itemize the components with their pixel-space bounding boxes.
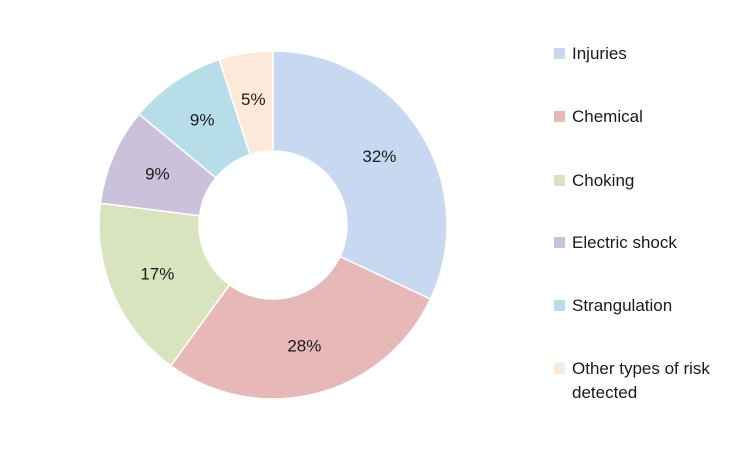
legend-item-electric-shock: Electric shock: [554, 231, 737, 255]
slice-choking: [98, 202, 231, 367]
slice-label-electric-shock: 9%: [145, 164, 170, 183]
legend-swatch-injuries: [554, 48, 565, 59]
legend-label-injuries: Injuries: [572, 44, 627, 63]
legend-swatch-strangulation: [554, 300, 565, 311]
legend-swatch-electric-shock: [554, 237, 565, 248]
slice-labels: 32% 28% 17% 9% 9% 5%: [140, 90, 396, 355]
slice-label-injuries: 32%: [362, 147, 396, 166]
slice-chemical: [169, 255, 432, 400]
legend-label-choking: Choking: [572, 171, 635, 190]
legend-label-chemical: Chemical: [572, 107, 643, 126]
slice-injuries: [272, 50, 448, 301]
legend-item-strangulation: Strangulation: [554, 294, 737, 318]
legend-item-choking: Choking: [554, 169, 737, 193]
slice-other: [218, 50, 274, 156]
slice-label-chemical: 28%: [287, 337, 321, 356]
legend-label-electric-shock: Electric shock: [572, 233, 677, 252]
slice-label-choking: 17%: [140, 265, 174, 284]
slice-label-strangulation: 9%: [190, 110, 215, 129]
legend-label-other: Other types of risk detected: [572, 359, 710, 402]
legend-swatch-chemical: [554, 111, 565, 122]
legend-label-strangulation: Strangulation: [572, 296, 673, 315]
legend-swatch-choking: [554, 175, 565, 186]
legend-item-chemical: Chemical: [554, 105, 737, 129]
legend-swatch-other: [554, 363, 565, 374]
slice-label-other: 5%: [241, 90, 266, 109]
legend-item-injuries: Injuries: [554, 42, 737, 66]
legend-item-other: Other types of risk detected: [554, 357, 737, 405]
donut-slices: [98, 50, 448, 400]
